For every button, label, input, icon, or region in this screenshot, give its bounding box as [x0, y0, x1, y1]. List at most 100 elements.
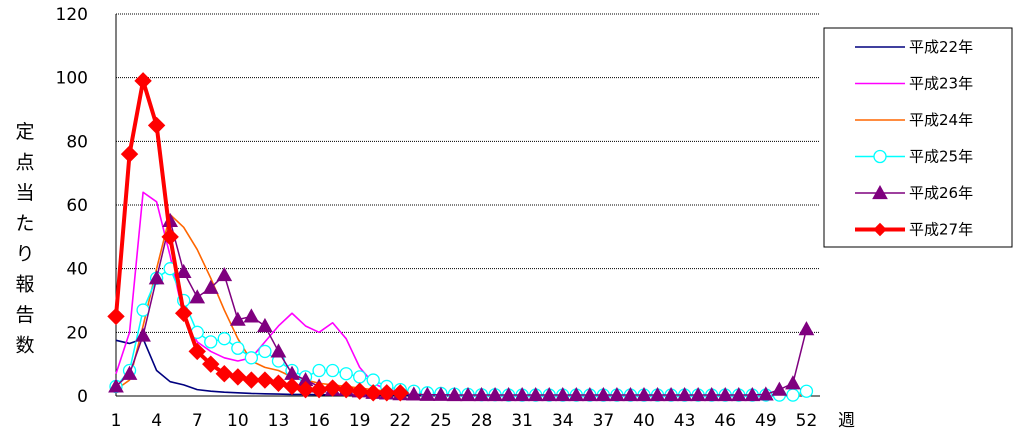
point: [353, 370, 367, 384]
point: [148, 270, 165, 285]
point: [663, 387, 679, 402]
legend-item: 平成24年: [855, 111, 973, 129]
x-tick-label: 1: [111, 411, 122, 431]
legend-label: 平成24年: [909, 111, 973, 129]
point: [609, 387, 625, 402]
legend-label: 平成22年: [909, 38, 973, 56]
point: [121, 365, 138, 380]
point: [337, 380, 355, 399]
point: [730, 387, 747, 402]
y-axis-label-char: た: [15, 213, 34, 235]
y-tick-label: 120: [56, 5, 88, 25]
x-tick-label: 43: [674, 411, 696, 431]
point: [339, 367, 353, 381]
point: [256, 371, 274, 389]
series-5: [108, 212, 815, 402]
point: [107, 307, 125, 326]
point: [487, 387, 503, 402]
series-layer: [107, 72, 815, 402]
point: [378, 384, 396, 402]
x-tick-label: 7: [192, 411, 203, 431]
point: [473, 387, 490, 402]
x-tick-label: 28: [471, 411, 493, 431]
point: [269, 374, 288, 392]
x-tick-label: 49: [755, 411, 777, 431]
y-tick-label: 0: [77, 387, 88, 407]
point: [703, 387, 720, 402]
y-axis-label-char: 報: [15, 274, 34, 296]
point: [323, 379, 342, 397]
point: [799, 384, 814, 398]
legend-label: 平成26年: [909, 184, 973, 202]
point: [270, 343, 287, 358]
point: [405, 386, 422, 401]
point: [202, 279, 219, 294]
x-axis-label: 週: [838, 411, 855, 431]
point: [325, 363, 340, 378]
point: [229, 368, 247, 386]
legend-label: 平成25年: [909, 148, 973, 166]
series-line: [115, 337, 807, 397]
x-tick-label: 31: [511, 411, 533, 431]
point: [433, 386, 449, 401]
y-tick-label: 20: [66, 323, 88, 343]
point: [676, 387, 693, 402]
point: [231, 341, 245, 355]
x-tick-labels: 1 4 7 10 13 16 19 22 25 28 31 34 37 40 43 46 49 52: [111, 411, 818, 431]
point: [527, 387, 544, 402]
point: [310, 380, 328, 399]
point: [174, 304, 193, 322]
point: [500, 387, 517, 402]
point: [757, 386, 774, 401]
point: [175, 263, 192, 278]
point: [554, 387, 571, 402]
series-line: [115, 191, 807, 396]
point: [460, 387, 476, 402]
point: [312, 363, 326, 378]
point: [258, 344, 272, 359]
series-line: [115, 220, 808, 396]
point: [514, 387, 531, 402]
point: [257, 317, 273, 333]
point: [873, 222, 887, 237]
point: [391, 384, 410, 402]
point: [296, 380, 315, 399]
point: [283, 377, 301, 396]
y-axis-label-char: 定: [15, 121, 34, 143]
legend-label: 平成23年: [909, 75, 973, 93]
legend-item: 平成22年: [855, 38, 973, 56]
point: [419, 386, 436, 401]
point: [215, 365, 234, 383]
point: [134, 72, 152, 90]
x-tick-label: 25: [430, 411, 452, 431]
x-tick-label: 52: [796, 411, 818, 431]
point: [350, 382, 369, 400]
point: [872, 184, 888, 200]
point: [649, 387, 666, 402]
point: [202, 355, 220, 373]
legend-label: 平成27年: [909, 221, 973, 239]
point: [189, 289, 206, 304]
x-tick-label: 46: [714, 411, 736, 431]
point: [135, 327, 151, 342]
y-tick-label: 60: [66, 196, 88, 216]
y-tick-label: 100: [56, 69, 88, 89]
point: [229, 311, 246, 326]
legend-item: 平成25年: [855, 148, 973, 166]
point: [873, 149, 887, 164]
point: [636, 387, 652, 402]
series-6: [107, 72, 410, 402]
y-tick-labels: 0 20 40 60 80 100 120: [56, 5, 88, 407]
point: [217, 332, 231, 346]
point: [690, 387, 707, 402]
x-tick-label: 16: [308, 411, 330, 431]
x-tick-label: 4: [151, 411, 162, 431]
legend-item: 平成27年: [855, 221, 973, 239]
point: [786, 388, 800, 402]
point: [216, 267, 233, 282]
point: [244, 351, 259, 365]
x-tick-label: 40: [633, 411, 655, 431]
point: [364, 384, 382, 402]
